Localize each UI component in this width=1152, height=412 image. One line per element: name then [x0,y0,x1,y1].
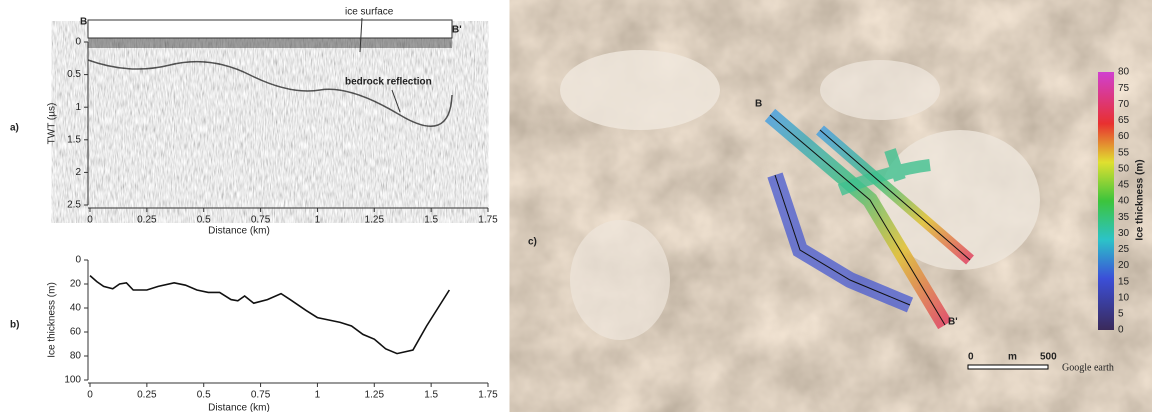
x-axis-label: Distance (km) [208,226,270,237]
y-tick-label: 0 [75,255,81,266]
y-tick-label: 80 [70,351,82,362]
x-tick-label: 0.75 [251,215,271,226]
annotation: bedrock reflection [345,77,432,88]
track-line [769,114,971,326]
cloud [570,220,670,340]
point-label: B [755,99,762,110]
x-tick-label: 0 [87,215,93,226]
x-tick-label: 0.25 [137,390,157,401]
colorbar-tick-label: 30 [1118,228,1130,239]
corner-label: B' [452,25,462,36]
x-tick-label: 1 [315,215,321,226]
y-tick-label: 1.5 [67,134,81,145]
colorbar-tick-label: 40 [1118,196,1130,207]
x-tick-label: 0.5 [197,215,211,226]
y-tick-label: 0.5 [67,69,81,80]
colorbar-tick-label: 25 [1118,244,1130,255]
bedrock-line [87,59,453,127]
colorbar-tick-label: 20 [1118,260,1130,271]
x-tick-label: 0 [87,390,93,401]
x-tick-label: 1.25 [365,390,385,401]
annotation: ice surface [345,7,394,18]
y-tick-label: 2.5 [67,200,81,211]
y-axis-label: TWT (µs) [47,103,58,145]
y-tick-label: 2 [75,167,81,178]
panel-label: a) [10,123,19,134]
colorbar-tick-label: 35 [1118,212,1130,223]
radargram [87,17,453,206]
y-tick-label: 20 [70,279,82,290]
x-tick-label: 0.5 [197,390,211,401]
track [837,148,931,196]
colorbar-tick-label: 10 [1118,292,1130,303]
cloud [560,50,720,130]
ice-surface-band [88,38,452,48]
arrow [391,89,401,113]
radar-image [88,38,452,206]
corner-label: B [80,17,87,28]
x-tick-label: 0.25 [137,215,157,226]
x-tick-label: 1.75 [478,215,498,226]
x-tick-label: 1.25 [365,215,385,226]
colorbar-tick-label: 60 [1118,131,1130,142]
y-tick-label: 0 [75,37,81,48]
line [89,274,451,355]
colorbar-tick-label: 75 [1118,83,1130,94]
colorbar-tick-label: 45 [1118,180,1130,191]
scale-label: m [1008,352,1017,363]
x-tick-label: 1.75 [478,390,498,401]
point-label: B' [948,317,958,328]
colorbar-tick-label: 15 [1118,276,1130,287]
colorbar-tick-label: 55 [1118,147,1130,158]
colorbar-tick-label: 80 [1118,67,1130,78]
panel-label: b) [10,320,19,331]
cloud [820,60,940,120]
x-tick-label: 1 [315,390,321,401]
colorbar-tick-label: 5 [1118,309,1124,320]
colorbar-tick-label: 0 [1118,325,1124,336]
frame [87,19,453,39]
y-tick-label: 100 [64,375,81,386]
colorbar [1098,72,1114,330]
panel-label: c) [528,237,537,248]
colorbar-tick-label: 70 [1118,99,1130,110]
colorbar-label: Ice thickness (m) [1135,159,1146,240]
colorbar-tick-label: 65 [1118,115,1130,126]
colorbar-tick-label: 50 [1118,163,1130,174]
x-tick-label: 0.75 [251,390,271,401]
y-tick-label: 1 [75,102,81,113]
y-axis-label: Ice thickness (m) [47,282,58,358]
scale-bar [967,364,1049,370]
arrow [359,17,363,53]
x-axis-label: Distance (km) [208,403,270,412]
watermark: Google earth [1062,362,1114,373]
scale-label: 0 [968,352,974,363]
y-tick-label: 60 [70,327,82,338]
y-tick-label: 40 [70,303,82,314]
scale-label: 500 [1040,352,1057,363]
x-tick-label: 1.5 [424,215,438,226]
map [560,30,1150,395]
x-tick-label: 1.5 [424,390,438,401]
